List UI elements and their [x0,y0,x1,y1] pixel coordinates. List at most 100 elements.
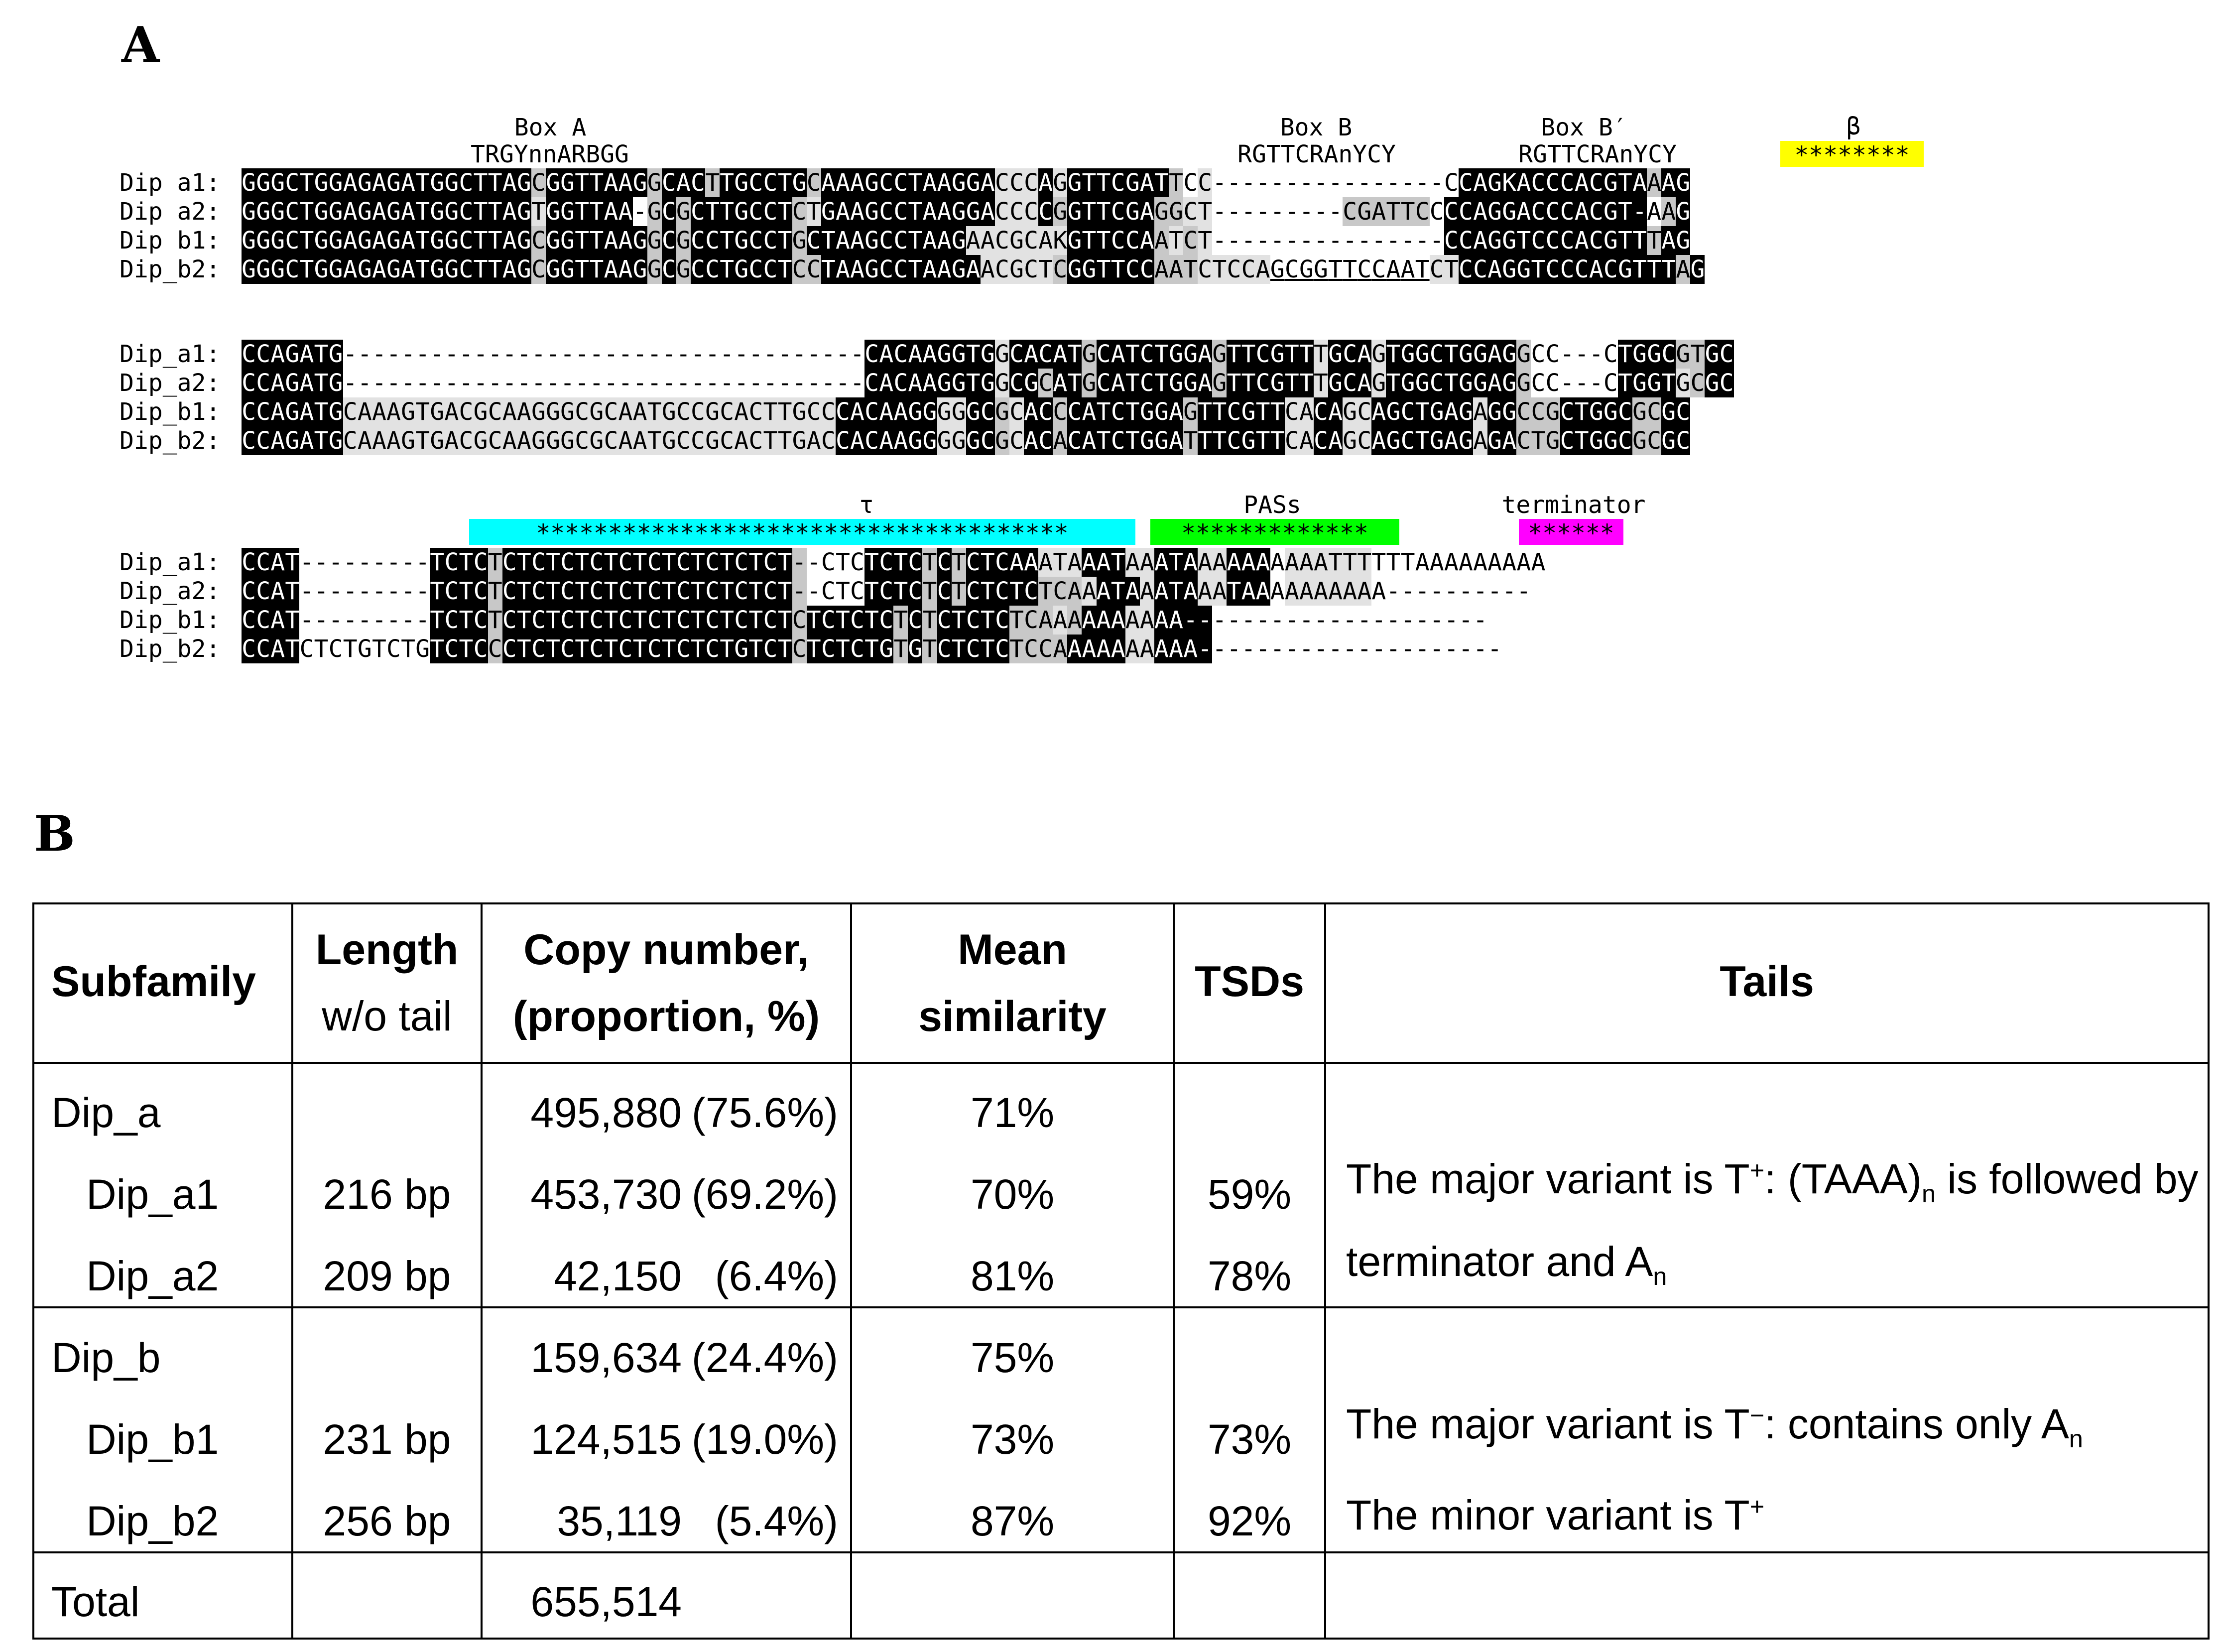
residue: C [879,548,894,577]
residue: G [937,397,952,426]
residue: G [1487,168,1502,197]
residue: C [1531,369,1546,397]
residue: T [1647,255,1662,284]
residue: - [618,340,633,368]
residue: T [1574,397,1589,426]
residue: G [1415,340,1430,369]
residue: A [1169,397,1184,426]
residue: - [1357,606,1372,634]
residue: A [1139,548,1154,577]
residue: G [1270,369,1285,397]
residue: G [661,397,676,426]
residue: A [1386,255,1401,283]
residue: C [242,635,256,663]
residue: A [1082,635,1097,663]
residue: C [1560,197,1575,226]
residue: G [560,397,575,426]
residue: C [1038,635,1053,663]
residue: C [1603,255,1618,284]
residue: - [1270,635,1285,663]
residue: A [357,397,372,426]
residue: A [1487,548,1502,576]
residue: - [1314,227,1328,254]
residue: A [386,426,401,455]
residue: C [1198,168,1213,197]
residue: C [893,369,908,397]
residue: T [430,606,445,635]
residue: T [1444,369,1459,397]
residue: A [299,426,314,455]
residue: C [1560,255,1575,284]
residue: - [792,577,807,606]
residue: G [1617,255,1632,284]
residue: A [1255,255,1270,284]
residue: T [763,426,778,455]
residue: - [560,369,575,397]
residue: A [1299,426,1314,455]
sequence-label: Dip_b1: [120,398,221,426]
residue: T [1096,255,1111,284]
residue: C [1024,226,1039,255]
residue: - [1299,198,1314,226]
residue: C [1053,577,1068,606]
residue: A [1082,426,1097,455]
row-subfamily: Total [51,1578,140,1625]
residue: C [328,635,343,663]
residue: C [1444,197,1459,226]
residue: G [314,197,329,226]
residue: C [806,168,821,197]
residue: T [777,168,792,197]
residue: A [922,168,937,197]
residue: A [502,397,517,426]
residue: T [632,577,647,606]
residue: A [1082,606,1097,635]
residue: - [1270,198,1285,226]
residue: T [1009,635,1024,663]
residue: G [1067,197,1082,226]
residue: G [560,426,575,455]
residue: T [1284,340,1299,369]
residue: - [705,340,720,368]
residue: T [1343,255,1357,283]
residue: G [386,168,401,197]
residue: C [1139,369,1154,397]
residue: A [1284,577,1299,606]
residue: G [328,397,343,426]
residue: A [1067,577,1082,606]
residue: C [850,606,865,635]
residue: - [1386,577,1401,605]
residue: T [1400,197,1415,226]
residue: C [994,606,1009,635]
residue: G [937,426,952,455]
residue: T [531,197,546,226]
residue: - [371,577,386,605]
residue: A [1516,197,1531,226]
residue: A [1661,168,1676,197]
residue: C [705,226,720,255]
residue: - [1328,169,1343,197]
residue: T [575,168,590,197]
residue: A [357,426,372,455]
residue: G [734,197,749,226]
row-similarity: 75% [970,1334,1055,1381]
residue: C [560,577,575,606]
residue: - [1386,606,1401,634]
residue: - [1371,227,1386,254]
row-tsds: 59% [1207,1171,1292,1218]
residue: - [1560,340,1575,368]
residue: - [1299,635,1314,663]
residue: C [1458,197,1473,226]
residue: C [502,577,517,606]
residue: - [806,340,821,368]
residue: C [256,397,271,426]
residue: - [401,577,416,605]
residue: G [1487,197,1502,226]
residue: T [516,635,531,663]
residue: - [1241,169,1256,197]
residue: - [1473,577,1487,605]
residue: C [850,635,865,663]
box-b-label: Box B [1280,114,1353,141]
residue: C [1110,397,1125,426]
residue: - [705,369,720,397]
